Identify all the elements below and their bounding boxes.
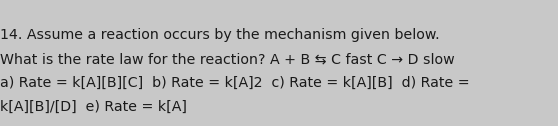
Text: a) Rate = k[A][B][C]  b) Rate = k[A]2  c) Rate = k[A][B]  d) Rate =: a) Rate = k[A][B][C] b) Rate = k[A]2 c) … — [0, 76, 470, 90]
Text: 14. Assume a reaction occurs by the mechanism given below.: 14. Assume a reaction occurs by the mech… — [0, 28, 440, 42]
Text: What is the rate law for the reaction? A + B ⇆ C fast C → D slow: What is the rate law for the reaction? A… — [0, 52, 455, 66]
Text: k[A][B]/[D]  e) Rate = k[A]: k[A][B]/[D] e) Rate = k[A] — [0, 100, 187, 114]
